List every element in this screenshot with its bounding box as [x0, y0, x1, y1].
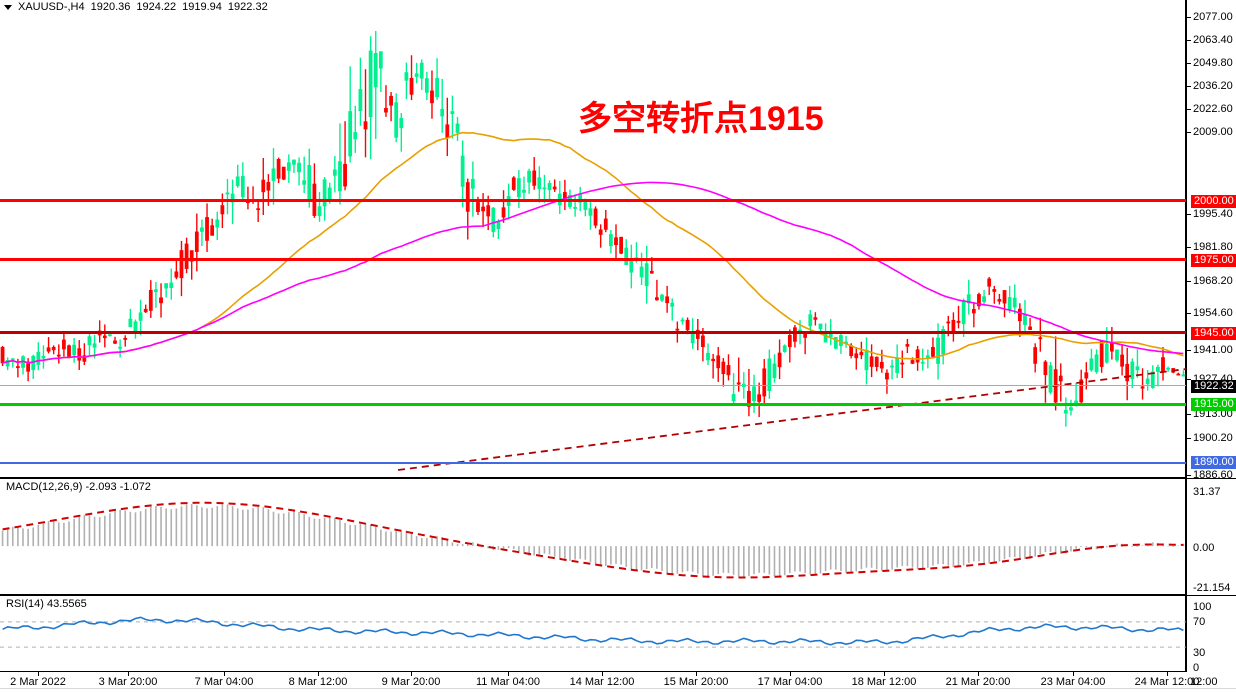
- axis-tick: [1186, 63, 1191, 64]
- axis-tick: [1186, 475, 1191, 476]
- time-tick: [38, 672, 39, 676]
- price-tick-label: 1900.20: [1193, 432, 1233, 444]
- price-tick-label: 1913.00: [1193, 408, 1233, 420]
- rsi-series-layer: [0, 616, 1186, 648]
- time-axis-label: 7 Mar 04:00: [194, 676, 254, 688]
- price-series-layer: [0, 30, 1187, 471]
- indicator-tick-label: 0.00: [1193, 542, 1215, 554]
- symbol-header[interactable]: XAUUSD-,H4 1920.36 1924.22 1919.94 1922.…: [0, 0, 1186, 14]
- time-tick: [128, 672, 129, 676]
- time-tick: [224, 672, 225, 676]
- level-line-1975[interactable]: [0, 258, 1186, 261]
- indicator-tick-label: 70: [1193, 616, 1206, 628]
- open-value: 1920.36: [90, 1, 131, 13]
- high-value: 1924.22: [136, 1, 177, 13]
- axis-tick: [1186, 414, 1191, 415]
- price-level-badge[interactable]: 1890.00: [1191, 456, 1236, 469]
- time-axis-label: 15 Mar 20:00: [663, 676, 729, 688]
- axis-tick: [1186, 17, 1191, 18]
- scale-pane-divider: [1186, 595, 1236, 596]
- time-axis-label: 8 Mar 12:00: [288, 676, 348, 688]
- price-tick-label: 1995.40: [1193, 208, 1233, 220]
- scale-divider: [1186, 0, 1187, 672]
- time-axis-label: 9 Mar 20:00: [381, 676, 441, 688]
- price-tick-label: 2009.00: [1193, 126, 1233, 138]
- symbol-label: XAUUSD-,H4: [18, 1, 85, 13]
- time-tick: [1167, 672, 1168, 676]
- price-tick-label: 1941.00: [1193, 344, 1233, 356]
- indicator-tick-label: 0: [1193, 662, 1200, 674]
- level-line-1890[interactable]: [0, 462, 1186, 464]
- price-level-badge[interactable]: 1975.00: [1191, 254, 1236, 267]
- price-tick-label: 1954.60: [1193, 307, 1233, 319]
- time-axis-label: 3 Mar 20:00: [98, 676, 158, 688]
- macd-series-layer: [1, 501, 1185, 579]
- time-axis-corner-label: 12:00: [1190, 676, 1218, 688]
- time-tick: [978, 672, 979, 676]
- price-tick-label: 2036.20: [1193, 80, 1233, 92]
- indicator-tick-label: 30: [1193, 647, 1206, 659]
- indicator-tick-label: 31.37: [1193, 486, 1221, 498]
- axis-tick: [1186, 438, 1191, 439]
- time-axis-label: 2 Mar 2022: [10, 676, 66, 688]
- time-axis-label: 11 Mar 04:00: [475, 676, 541, 688]
- rsi-pane[interactable]: RSI(14) 43.5565: [0, 595, 1186, 672]
- price-tick-label: 2022.60: [1193, 103, 1233, 115]
- chevron-down-icon[interactable]: [4, 4, 12, 10]
- price-tick-label: 1927.40: [1193, 373, 1233, 385]
- price-tick-label: 1981.80: [1193, 241, 1233, 253]
- time-axis[interactable]: 2 Mar 2022 3 Mar 20:00 7 Mar 04:00 8 Mar 12…: [0, 672, 1199, 694]
- time-tick: [318, 672, 319, 676]
- price-pane[interactable]: XAUUSD-,H4 1920.36 1924.22 1919.94 1922.…: [0, 0, 1187, 478]
- current-price-line: [0, 385, 1186, 386]
- axis-tick: [1186, 40, 1191, 41]
- level-line-2000[interactable]: [0, 199, 1186, 202]
- price-tick-label: 1968.20: [1193, 275, 1233, 287]
- axis-tick: [1186, 379, 1191, 380]
- time-tick: [411, 672, 412, 676]
- level-line-1945[interactable]: [0, 331, 1186, 334]
- axis-tick: [1186, 214, 1191, 215]
- chart-annotation-text: 多空转折点1915: [578, 100, 824, 138]
- low-value: 1919.94: [182, 1, 222, 13]
- price-tick-label: 2049.80: [1193, 57, 1233, 69]
- price-level-badge[interactable]: 2000.00: [1191, 195, 1236, 208]
- time-tick: [1073, 672, 1074, 676]
- axis-tick: [1186, 109, 1191, 110]
- macd-pane[interactable]: MACD(12,26,9) -2.093 -1.072: [0, 478, 1186, 595]
- price-tick-label: 1886.60: [1193, 469, 1233, 481]
- price-level-badge[interactable]: 1945.00: [1191, 327, 1236, 340]
- time-tick: [602, 672, 603, 676]
- time-axis-label: 17 Mar 04:00: [757, 676, 823, 688]
- price-tick-label: 2077.00: [1193, 11, 1233, 23]
- time-axis-label: 18 Mar 12:00: [851, 676, 917, 688]
- time-axis-label: 14 Mar 12:00: [569, 676, 635, 688]
- time-tick: [884, 672, 885, 676]
- axis-tick: [1186, 86, 1191, 87]
- indicator-tick-label: 100: [1193, 601, 1212, 613]
- axis-tick: [1186, 350, 1191, 351]
- price-tick-label: 2063.40: [1193, 34, 1233, 46]
- price-level-badge[interactable]: 1922.32: [1191, 380, 1236, 393]
- close-value: 1922.32: [227, 1, 268, 13]
- axis-tick: [1186, 281, 1191, 282]
- price-level-badge[interactable]: 1915.00: [1191, 398, 1236, 411]
- bottom-rule: [0, 688, 1236, 689]
- time-tick: [508, 672, 509, 676]
- axis-tick: [1186, 132, 1191, 133]
- level-line-1915[interactable]: [0, 403, 1186, 406]
- time-axis-label: 24 Mar 12:00: [1134, 676, 1200, 688]
- time-tick: [790, 672, 791, 676]
- indicator-tick-label: -21.154: [1193, 582, 1231, 594]
- scale-pane-divider: [1186, 478, 1236, 479]
- time-axis-label: 21 Mar 20:00: [945, 676, 1011, 688]
- axis-tick: [1186, 247, 1191, 248]
- time-tick: [696, 672, 697, 676]
- time-axis-label: 23 Mar 04:00: [1040, 676, 1106, 688]
- axis-tick: [1186, 313, 1191, 314]
- rsi-label: RSI(14) 43.5565: [4, 598, 89, 610]
- price-scale[interactable]: 2077.00 2063.40 2049.80 2036.20 2022.60 2009.…: [1186, 0, 1236, 674]
- macd-label: MACD(12,26,9) -2.093 -1.072: [4, 481, 153, 493]
